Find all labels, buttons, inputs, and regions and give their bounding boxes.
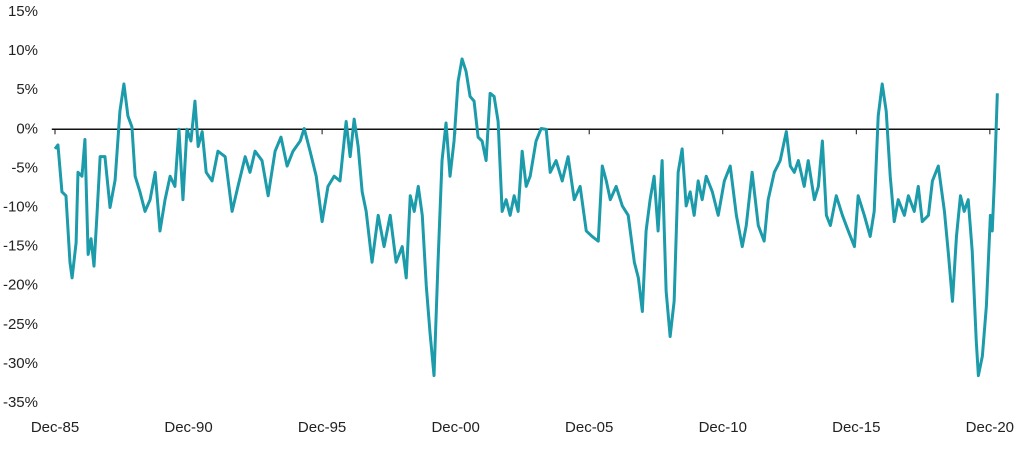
y-tick-label: 5% <box>16 81 38 98</box>
y-tick-label: -30% <box>3 355 38 372</box>
y-tick-label: -10% <box>3 198 38 215</box>
x-tick-label: Dec-95 <box>298 419 346 436</box>
x-tick-label: Dec-05 <box>565 419 613 436</box>
x-tick-label: Dec-85 <box>31 419 79 436</box>
y-tick-label: 10% <box>8 42 38 59</box>
data-line <box>53 57 999 378</box>
x-tick-label: Dec-90 <box>164 419 212 436</box>
y-tick-label: 0% <box>16 120 38 137</box>
y-tick-label: -20% <box>3 277 38 294</box>
x-tick-label: Dec-00 <box>431 419 479 436</box>
y-tick-label: -5% <box>11 159 38 176</box>
x-tick-label: Dec-10 <box>699 419 747 436</box>
y-tick-label: -15% <box>3 238 38 255</box>
y-tick-label: -25% <box>3 316 38 333</box>
y-tick-label: 15% <box>8 3 38 20</box>
x-tick-label: Dec-15 <box>832 419 880 436</box>
x-tick-label: Dec-20 <box>966 419 1014 436</box>
y-tick-label: -35% <box>3 394 38 411</box>
